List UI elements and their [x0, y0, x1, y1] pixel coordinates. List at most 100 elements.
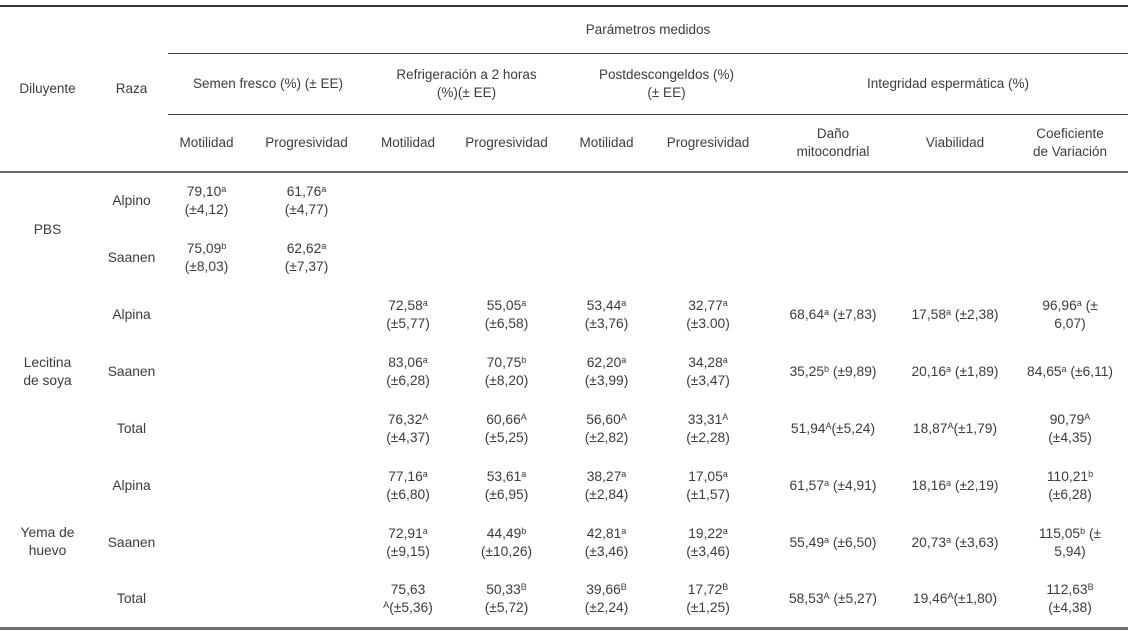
value-cell: 35,25b (±9,89) — [789, 363, 877, 379]
empty-cell — [448, 172, 565, 229]
value-cell: 70,75b (±8,20) — [484, 354, 529, 388]
raza-label: Alpino — [112, 193, 151, 208]
empty-cell — [648, 229, 768, 286]
empty-cell — [768, 229, 898, 286]
value-cell: 112,63B (±4,38) — [1046, 581, 1094, 615]
value-cell: 58,53A (±5,27) — [789, 590, 877, 606]
value-cell: 60,66A (±5,25) — [484, 411, 529, 445]
empty-cell — [648, 172, 768, 229]
empty-cell — [898, 229, 1012, 286]
value-cell: 110,21b (±6,28) — [1046, 468, 1094, 502]
value-cell: 34,28a (±3,47) — [686, 354, 730, 388]
sub-header-progresividad-refrig: Progresividad — [448, 114, 565, 173]
value-cell: 75,09b (±8,03) — [184, 240, 229, 274]
value-cell: 42,81a (±3,46) — [584, 525, 629, 559]
value-cell: 53,61a (±6,95) — [484, 468, 529, 502]
value-cell: 79,10a (±4,12) — [184, 184, 229, 217]
group-header-semen-fresco: Semen fresco (%) (± EE) — [168, 53, 368, 115]
raza-label: Saanen — [107, 249, 156, 265]
value-cell: 38,27a (±2,84) — [584, 468, 629, 502]
empty-cell — [168, 286, 245, 343]
value-cell: 39,66B (±2,24) — [584, 581, 629, 615]
raza-label: Saanen — [107, 534, 156, 550]
value-cell: 55,49a (±6,50) — [789, 534, 877, 550]
empty-cell — [245, 400, 368, 457]
value-cell: 19,46A(±1,80) — [912, 590, 998, 606]
empty-cell — [1012, 229, 1128, 286]
empty-cell — [245, 457, 368, 514]
empty-cell — [245, 343, 368, 400]
value-cell: 55,05a (±6,58) — [484, 297, 529, 331]
value-cell: 53,44a (±3,76) — [584, 297, 629, 331]
table-row: Saanen 83,06a (±6,28) 70,75b (±8,20) 62,20a (±… — [0, 343, 1128, 400]
value-cell: 44,49b (±10,26) — [480, 525, 533, 559]
table-row: Yema de huevo Alpina 77,16a (±6,80) 53,61a (±… — [0, 457, 1128, 558]
empty-cell — [245, 514, 368, 571]
parameters-table: Diluyente Raza Parámetros medidos Semen … — [0, 5, 1128, 630]
empty-cell — [168, 514, 245, 571]
table-row: Lecitina de soya Alpina 72,58a (±5,77) 55,05… — [0, 286, 1128, 388]
diluyente-group-label: Yema de huevo — [20, 524, 75, 558]
value-cell: 61,57a (±4,91) — [789, 477, 877, 493]
table-title: Parámetros medidos — [168, 6, 1128, 54]
group-header-postdescongelados: Postdescongeldos (%) (± EE) — [565, 53, 768, 115]
empty-cell — [898, 172, 1012, 229]
value-cell: 18,87A(±1,79) — [912, 420, 998, 436]
empty-cell — [368, 229, 448, 286]
value-cell: 96,96a (± 6,07) — [1042, 297, 1098, 331]
value-cell: 83,06a (±6,28) — [386, 354, 430, 388]
raza-label: Total — [116, 420, 147, 436]
sub-header-coeficiente-variacion: Coeficiente de Variación — [1012, 114, 1128, 173]
value-cell: 72,91a (±9,15) — [386, 525, 430, 559]
empty-cell — [448, 229, 565, 286]
sub-header-motilidad-refrig: Motilidad — [368, 114, 448, 173]
raza-label: Saanen — [107, 363, 156, 379]
value-cell: 17,58a (±2,38) — [911, 306, 999, 322]
col-header-raza: Raza — [95, 6, 168, 173]
table-row: PBS Alpino 79,10a (±4,12) 61,76a (±4,77) — [0, 172, 1128, 237]
value-cell: 115,05b (± 5,94) — [1038, 525, 1102, 559]
group-header-refrigeracion: Refrigeración a 2 horas (%)(± EE) — [368, 53, 565, 115]
empty-cell — [245, 286, 368, 343]
empty-cell — [368, 172, 448, 229]
value-cell: 61,76a (±4,77) — [284, 184, 329, 217]
value-cell: 19,22a (±3,46) — [686, 525, 730, 559]
empty-cell — [168, 571, 245, 628]
sub-header-motilidad-fresco: Motilidad — [168, 114, 245, 173]
value-cell: 50,33B (±5,72) — [484, 581, 529, 615]
empty-cell — [168, 343, 245, 400]
empty-cell — [168, 400, 245, 457]
value-cell: 17,05a (±1,57) — [686, 468, 730, 502]
value-cell: 72,58a (±5,77) — [386, 297, 430, 331]
group-header-integridad: Integridad espermática (%) — [768, 53, 1128, 115]
empty-cell — [1012, 172, 1128, 229]
value-cell: 18,16a (±2,19) — [911, 477, 999, 493]
sub-header-progresividad-fresco: Progresividad — [245, 114, 368, 173]
diluyente-group-label: Lecitina de soya — [23, 354, 72, 388]
empty-cell — [168, 457, 245, 514]
sub-header-viabilidad: Viabilidad — [898, 114, 1012, 173]
value-cell: 33,31A (±2,28) — [686, 411, 730, 445]
value-cell: 56,60A (±2,82) — [584, 411, 629, 445]
value-cell: 20,73a (±3,63) — [911, 534, 999, 550]
sub-header-dano-mitocondrial: Daño mitocondrial — [768, 114, 898, 173]
value-cell: 84,65a (±6,11) — [1027, 363, 1113, 379]
raza-label: Alpina — [112, 306, 151, 322]
table-row: Total 76,32A (±4,37) 60,66A (±5,25) 56,60A (±2… — [0, 400, 1128, 457]
value-cell: 68,64a (±7,83) — [789, 306, 877, 322]
value-cell: 20,16a (±1,89) — [911, 363, 999, 379]
value-cell: 17,72B (±1,25) — [686, 581, 730, 615]
empty-cell — [565, 172, 648, 229]
sub-header-motilidad-postdesc: Motilidad — [565, 114, 648, 173]
col-header-diluyente: Diluyente — [0, 6, 95, 173]
empty-cell — [565, 229, 648, 286]
value-cell: 62,20a (±3,99) — [584, 354, 629, 388]
table-row: Total 75,63 A(±5,36) 50,33B (±5,72) 39,66B (±2… — [0, 571, 1128, 628]
diluyente-group-label: PBS — [33, 221, 62, 237]
value-cell: 90,79A (±4,35) — [1048, 411, 1092, 445]
value-cell: 75,63 A(±5,36) — [383, 581, 433, 615]
table-row: Saanen 72,91a (±9,15) 44,49b (±10,26) 42,81a(… — [0, 514, 1128, 571]
value-cell: 77,16a (±6,80) — [386, 468, 430, 502]
empty-cell — [245, 571, 368, 628]
